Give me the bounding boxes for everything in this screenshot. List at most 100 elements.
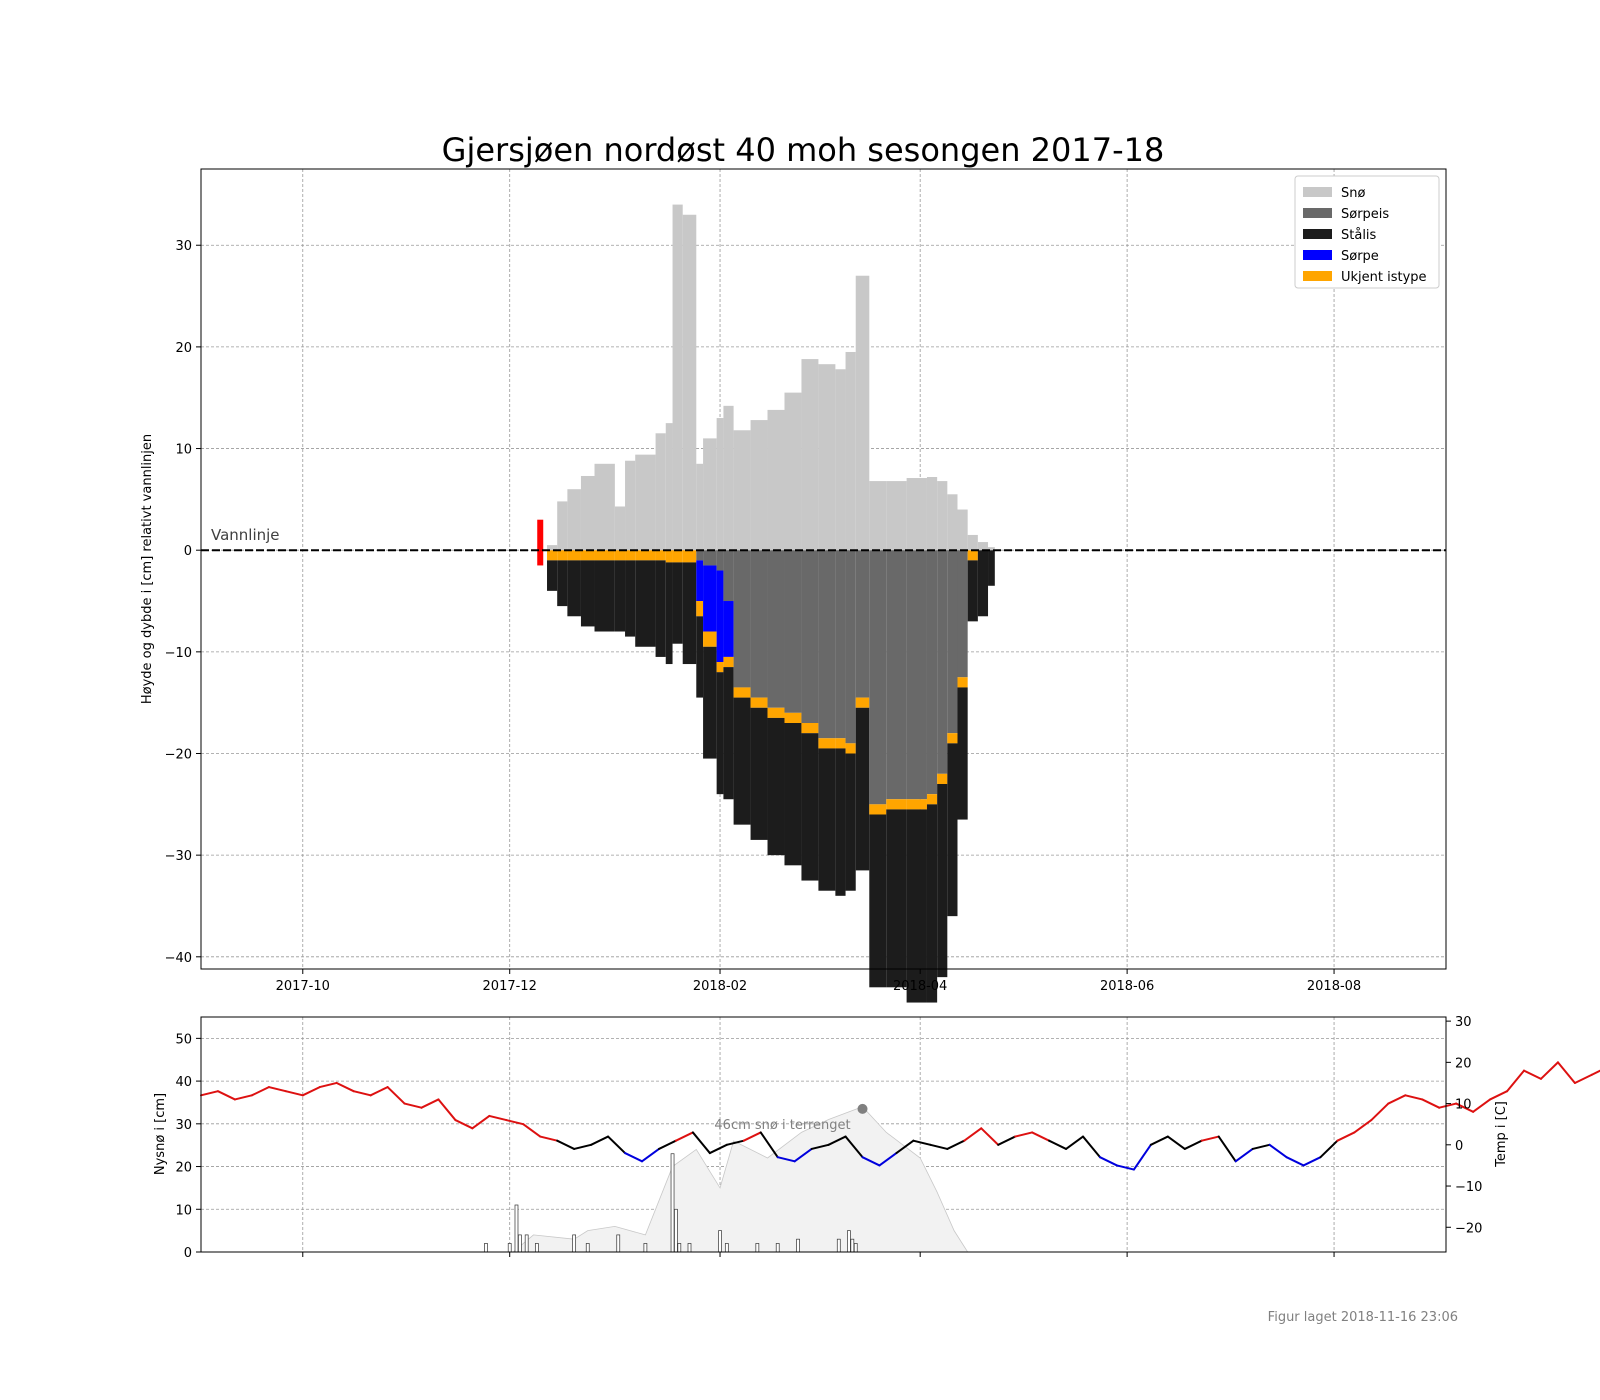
snow-layer [665, 423, 673, 551]
sorpeis-layer [716, 550, 724, 571]
stalis-layer [947, 743, 958, 917]
new-snow-bar [836, 1238, 841, 1253]
stalis-layer [906, 809, 927, 1003]
snow-layer [716, 418, 724, 551]
sorpeis-layer [733, 550, 751, 688]
x-tick-label: 2018-06 [1100, 979, 1154, 994]
temperature-segment [1098, 1156, 1118, 1167]
temperature-segment [1370, 1102, 1390, 1122]
new-snow-bar [687, 1243, 692, 1253]
y-tick-label: 30 [175, 239, 192, 254]
y-tick-label: −30 [165, 849, 192, 864]
snow-layer [655, 433, 666, 551]
snow-layer [723, 405, 734, 551]
ukjent-layer [733, 687, 751, 698]
ukjent-layer [926, 794, 938, 805]
stalis-layer [655, 560, 666, 657]
new-snow-bar [518, 1234, 522, 1253]
stalis-layer [937, 783, 948, 978]
temperature-segment [1590, 1069, 1600, 1076]
temperature-segment [505, 1119, 525, 1126]
legend-swatch [1303, 187, 1332, 197]
temperature-segment [1556, 1061, 1576, 1084]
sorpeis-layer [703, 550, 717, 566]
new-snow-bar [718, 1230, 722, 1253]
ukjent-layer [635, 550, 656, 561]
stalis-layer [594, 560, 615, 632]
temperature-segment [980, 1127, 1000, 1146]
temperature-segment [301, 1086, 321, 1097]
snow-layer [594, 463, 615, 551]
new-snow-bar [755, 1243, 760, 1253]
stalis-layer [672, 562, 683, 644]
stalis-layer [957, 687, 968, 820]
ukjent-layer [655, 550, 666, 561]
ukjent-layer [801, 723, 819, 734]
ukjent-layer [906, 799, 927, 810]
sorpeis-layer [886, 550, 907, 800]
stalis-layer [696, 616, 704, 698]
snow-ylabel: Nysnø i [cm] [153, 1093, 168, 1175]
new-snow-bar [670, 1153, 675, 1253]
ukjent-layer [886, 799, 907, 810]
temperature-segment [878, 1152, 898, 1167]
temperature-segment [810, 1143, 830, 1150]
temperature-segment [624, 1152, 644, 1163]
temperature-segment [437, 1098, 457, 1122]
new-snow-bar [616, 1234, 621, 1253]
sorpeis-layer [906, 550, 927, 800]
snow-layer [869, 481, 887, 551]
temperature-segment [1489, 1090, 1509, 1101]
new-snow-bar [847, 1230, 851, 1253]
snow-layer [855, 275, 870, 551]
temperature-segment [1115, 1164, 1135, 1171]
stalis-layer [977, 550, 989, 617]
sorpeis-layer [869, 550, 887, 805]
new-snow-bar [514, 1204, 519, 1253]
legend-label: Sørpeis [1341, 207, 1389, 222]
temperature-segment [946, 1139, 966, 1150]
chart-title: Gjersjøen nordøst 40 moh sesongen 2017-1… [442, 131, 1165, 169]
ukjent-layer [665, 550, 673, 563]
x-tick-label: 2017-12 [483, 979, 537, 994]
temperature-segment [403, 1102, 423, 1109]
new-snow-bar [507, 1243, 512, 1253]
snow-layer [784, 392, 802, 551]
temperature-segment [1472, 1098, 1492, 1113]
terrain-snow-marker [857, 1103, 868, 1114]
sorpeis-layer [723, 550, 734, 602]
new-snow-bar [796, 1238, 800, 1253]
temperature-segment [895, 1139, 915, 1155]
sorpe-layer [723, 601, 734, 657]
stalis-layer [682, 562, 697, 665]
temp-ylabel: Temp i [C] [1494, 1101, 1509, 1168]
stalis-layer [835, 748, 846, 896]
snow-tick-label: 0 [184, 1246, 192, 1261]
temperature-segment [471, 1114, 491, 1130]
weather-ticks: 0 10 20 30 40 50 −20 −10 0 10 20 30 [175, 1015, 1482, 1261]
weather-chart: 0 10 20 30 40 50 −20 −10 0 10 20 30 Nysnø i [cm] Te… [153, 1015, 1600, 1261]
snow-layer [696, 463, 704, 551]
stalis-layer [580, 560, 595, 627]
snow-layer [977, 542, 989, 551]
temperature-segment [1268, 1143, 1288, 1159]
temperature-segment [1302, 1156, 1322, 1167]
snow-layer [703, 438, 717, 551]
temperature-segment [607, 1135, 627, 1155]
new-snow-bar [677, 1243, 682, 1253]
temperature-segment [335, 1081, 355, 1093]
y-tick-label: −20 [165, 747, 192, 762]
ukjent-layer [716, 662, 724, 673]
temperature-segment [352, 1090, 372, 1097]
sorpeis-layer [926, 550, 938, 795]
terrain-snow-area [511, 1106, 969, 1253]
temperature-segment [386, 1086, 406, 1105]
ukjent-layer [845, 743, 856, 754]
temp-tick-label: −10 [1455, 1180, 1482, 1195]
ukjent-layer [818, 738, 836, 749]
temperature-segment [1065, 1135, 1085, 1150]
first-observation-mark [537, 519, 544, 566]
snow-layer [886, 481, 907, 551]
snow-layer [557, 501, 568, 551]
temperature-segment [793, 1147, 813, 1163]
